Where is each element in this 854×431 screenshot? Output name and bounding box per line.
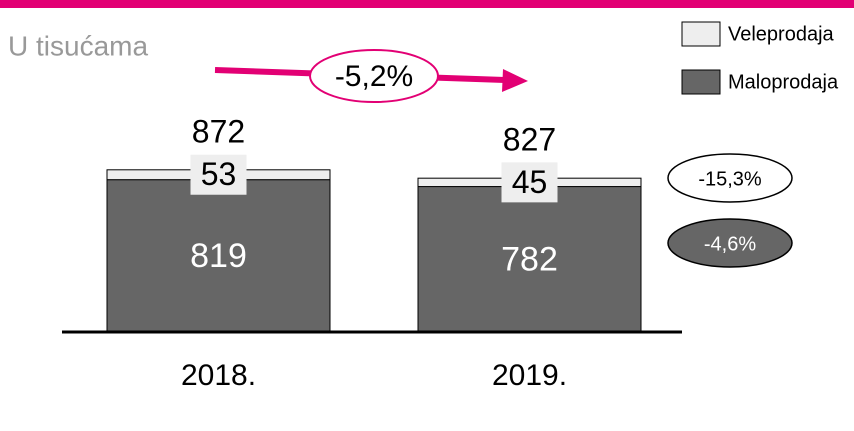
total-label: 827	[503, 122, 556, 158]
x-tick-label: 2019.	[492, 359, 567, 392]
value-label: 53	[201, 156, 237, 192]
top-band	[0, 0, 854, 8]
value-label: 45	[512, 164, 548, 200]
retail-badge	[667, 218, 793, 268]
legend-label: Veleprodaja	[728, 23, 835, 45]
wholesale-badge	[667, 153, 793, 203]
arrow-head	[502, 69, 528, 92]
legend-label: Maloprodaja	[728, 71, 839, 93]
change-badge	[309, 49, 439, 103]
retail-change: -4,6%	[704, 233, 756, 255]
total-change: -5,2%	[335, 60, 413, 93]
value-label-box	[190, 154, 247, 195]
value-label: 819	[190, 237, 247, 275]
legend-swatch	[681, 69, 721, 95]
chart-subtitle: U tisućama	[8, 30, 148, 61]
value-label: 782	[501, 240, 558, 278]
x-tick-label: 2018.	[181, 359, 256, 392]
wholesale-change: -15,3%	[698, 168, 762, 190]
total-label: 872	[192, 113, 245, 149]
value-label-box	[501, 162, 558, 203]
legend-swatch	[681, 21, 721, 47]
